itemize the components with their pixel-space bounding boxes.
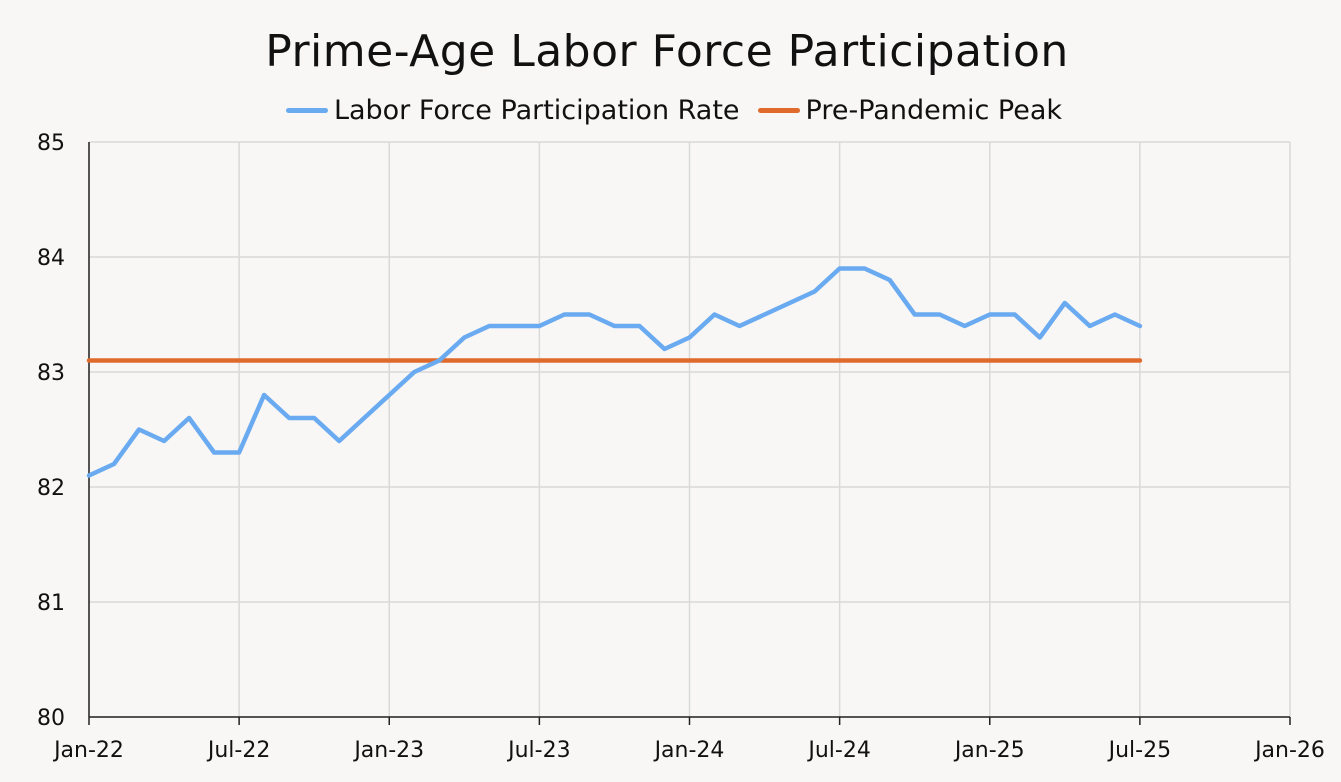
x-tick-label: Jul-22	[206, 738, 270, 763]
y-tick-label: 84	[37, 246, 65, 271]
y-tick-label: 85	[37, 131, 65, 156]
x-tick-label: Jul-24	[806, 738, 870, 763]
x-tick-label: Jan-23	[352, 738, 424, 763]
legend-swatch-participation-rate	[285, 108, 328, 113]
x-tick-label: Jan-22	[52, 738, 124, 763]
y-tick-label: 82	[37, 476, 65, 501]
chart-title: Prime-Age Labor Force Participation	[265, 26, 1069, 77]
x-tick-label: Jan-26	[1253, 738, 1325, 763]
x-tick-label: Jul-25	[1107, 738, 1171, 763]
y-tick-label: 81	[37, 591, 65, 616]
legend-item-pre-pandemic-peak: Pre-Pandemic Peak	[757, 95, 1063, 126]
y-tick-label: 83	[37, 361, 65, 386]
series-line-participation-rate	[86, 266, 1143, 478]
y-tick-label: 80	[37, 706, 65, 731]
x-tick-label: Jul-23	[506, 738, 570, 763]
legend: Labor Force Participation Rate Pre-Pande…	[0, 95, 1341, 126]
x-tick-label: Jan-24	[653, 738, 725, 763]
x-tick-label: Jan-25	[953, 738, 1025, 763]
legend-item-participation-rate: Labor Force Participation Rate	[285, 95, 740, 126]
legend-swatch-pre-pandemic-peak	[757, 108, 800, 113]
legend-label-participation-rate: Labor Force Participation Rate	[333, 95, 740, 126]
legend-label-pre-pandemic-peak: Pre-Pandemic Peak	[805, 95, 1063, 126]
